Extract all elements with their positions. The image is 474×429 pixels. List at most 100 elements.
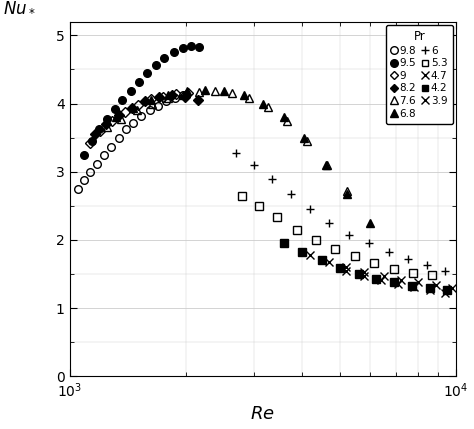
Line: 4.2: 4.2 [281,239,451,294]
6.8 [148,97,154,103]
3.9 [378,278,384,283]
9.8 [146,108,152,113]
6 [251,162,257,167]
6 [424,263,429,268]
7.6 [229,91,235,96]
6 [233,150,239,155]
5.3 [256,203,262,208]
Legend: 9.8, 9.5, 9, 8.2, 7.6, 6.8, 6, 5.3, 4.7, 4.2, 3.9: 9.8, 9.5, 9, 8.2, 7.6, 6.8, 6, 5.3, 4.7,… [386,25,453,124]
9.5 [81,152,87,157]
Line: 9.8: 9.8 [74,91,186,193]
9.5 [196,44,201,49]
9 [87,141,93,146]
4.2 [373,276,378,281]
3.9 [343,268,349,273]
7.6 [149,101,155,106]
4.7 [416,280,421,285]
Line: 9: 9 [86,89,191,147]
9.5 [128,89,134,94]
7.6 [345,188,350,193]
Line: 7.6: 7.6 [103,88,351,195]
9 [109,118,115,123]
9 [160,94,165,99]
6.8 [323,162,329,167]
4.2 [337,266,342,271]
3.9 [362,274,367,279]
7.6 [304,139,310,144]
Line: 6: 6 [232,148,449,275]
5.3 [294,227,300,233]
3.9 [395,281,401,286]
4.2 [444,288,450,293]
9.8 [101,152,107,157]
8.2 [129,105,135,110]
3.9 [411,284,417,290]
7.6 [118,116,124,121]
7.6 [265,104,271,109]
8.2 [116,112,122,118]
7.6 [181,92,186,97]
5.3 [429,273,435,278]
8.2 [143,99,148,104]
4.7 [343,265,349,270]
6 [289,191,294,196]
5.3 [372,260,377,266]
4.2 [299,249,305,254]
9.5 [119,97,125,103]
6.8 [260,101,266,106]
6.8 [367,221,373,226]
Line: 4.7: 4.7 [307,251,456,292]
4.2 [428,286,433,291]
8.2 [195,97,201,103]
Y-axis label: $Nu_*$: $Nu_*$ [3,0,36,15]
4.7 [449,285,455,290]
8.2 [169,93,175,98]
9.8 [172,96,177,101]
7.6 [246,96,252,101]
5.3 [352,254,357,259]
9.8 [180,93,185,98]
6.8 [165,92,171,97]
3.9 [428,287,433,292]
9.5 [180,45,185,50]
Line: 3.9: 3.9 [342,267,449,297]
5.3 [313,237,319,242]
9.5 [136,79,142,84]
8.2 [91,132,97,137]
5.3 [332,246,338,251]
6 [443,268,448,273]
7.6 [104,125,110,130]
4.7 [362,269,367,275]
9.5 [171,50,177,55]
9.8 [164,99,169,104]
7.6 [212,89,218,94]
9.5 [153,62,158,67]
4.7 [308,252,313,257]
9.5 [188,43,194,48]
6.8 [301,135,307,140]
9.8 [138,113,144,118]
9.5 [145,70,150,76]
7.6 [284,118,290,123]
Line: 8.2: 8.2 [91,91,202,138]
4.2 [319,258,325,263]
4.7 [381,274,386,279]
9 [122,109,128,114]
8.2 [156,95,162,100]
Line: 9.5: 9.5 [80,42,202,159]
6.8 [345,191,350,196]
6 [346,232,352,237]
5.3 [391,266,396,271]
9 [173,91,178,97]
9 [185,90,191,95]
9 [135,103,140,108]
6 [326,221,332,226]
4.2 [409,283,415,288]
7.6 [134,108,139,113]
9.5 [96,127,102,132]
6.8 [221,89,227,94]
9.8 [155,103,161,108]
9.5 [104,116,110,121]
7.6 [165,96,171,101]
X-axis label: $\mathit{Re}$: $\mathit{Re}$ [250,405,275,423]
